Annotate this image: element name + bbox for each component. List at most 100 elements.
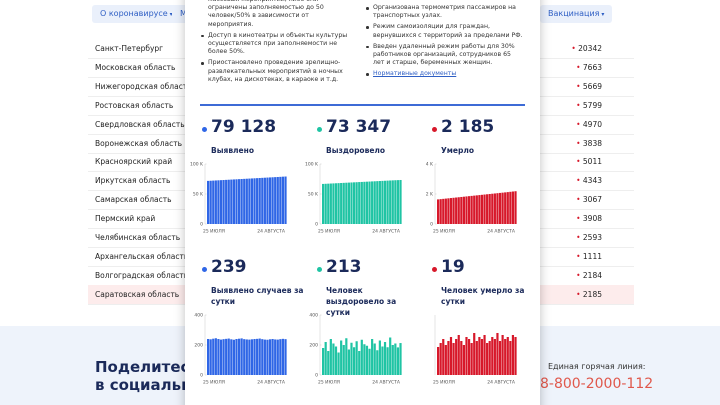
y-tick-label: 50 K (308, 192, 319, 198)
stat-value: 239 (211, 257, 247, 277)
hotline-phone[interactable]: 8-800-2000-112 (540, 376, 654, 392)
bar (437, 347, 440, 375)
bar (457, 197, 460, 224)
stat-dot (317, 127, 322, 132)
stat-value: 2 185 (441, 117, 495, 137)
bar (383, 180, 387, 224)
measure: Доступ в кинотеатры и объекты культуры о… (200, 32, 350, 57)
x-tick-label: 24 АВГУСТА (487, 380, 516, 386)
region-value: 3838 (576, 134, 602, 153)
bar (368, 181, 371, 224)
bar (504, 339, 507, 375)
bar (340, 340, 343, 375)
y-tick-label: 200 (194, 343, 203, 349)
bar (263, 339, 266, 375)
bar (391, 180, 394, 224)
bar (350, 182, 353, 224)
region-value: 5799 (576, 96, 602, 115)
bar (437, 199, 440, 224)
measure: Режим самоизоляции для граждан, вернувши… (365, 23, 523, 39)
bar (248, 178, 251, 224)
share-line: в социальны (95, 376, 206, 394)
bar (332, 343, 335, 375)
y-tick-label: 400 (194, 313, 203, 319)
bar (276, 176, 279, 224)
bar (455, 197, 458, 224)
measure: Введен удаленный режим работы для 30% ра… (365, 43, 523, 68)
bar (486, 194, 489, 224)
bar (509, 191, 512, 224)
bar (449, 198, 453, 224)
measure: Организована термометрия пассажиров на т… (365, 4, 523, 20)
bar (281, 338, 285, 375)
bar (381, 346, 384, 375)
region-value: 2185 (576, 285, 602, 304)
bar (222, 180, 225, 224)
bar (378, 181, 381, 224)
bar (342, 345, 345, 375)
bar (439, 343, 442, 375)
bar (447, 198, 450, 224)
bar (266, 177, 269, 224)
bar (376, 350, 379, 375)
bar (368, 348, 371, 375)
region-name: Саратовская область (95, 289, 180, 299)
bar (281, 176, 285, 224)
bar (475, 341, 478, 375)
bar (207, 339, 210, 375)
bar (332, 183, 335, 224)
x-tick-label: 25 ИЮЛЯ (318, 380, 340, 386)
region-name: Волгоградская область (95, 270, 189, 280)
bar (365, 345, 369, 375)
region-value: 5669 (576, 77, 602, 96)
bar (352, 182, 356, 224)
bar (371, 339, 374, 375)
documents-link[interactable]: Нормативные документы (365, 70, 523, 78)
bar (444, 345, 447, 375)
bar (506, 192, 509, 224)
bar (394, 180, 397, 224)
bar (345, 338, 348, 375)
bar (327, 351, 330, 375)
bar (486, 343, 489, 375)
bar (399, 179, 402, 224)
bar (493, 339, 496, 375)
measures-right: Организована термометрия пассажиров на т… (365, 4, 523, 82)
bar (473, 195, 476, 224)
bar (324, 342, 327, 375)
y-tick-label: 0 (430, 222, 433, 228)
bar (511, 191, 515, 224)
bar (337, 352, 340, 375)
bar (439, 199, 442, 224)
nav-tab[interactable]: Вакцинация (540, 5, 613, 23)
bar (465, 337, 468, 375)
stat-dot (202, 127, 207, 132)
stat-label: Умерло (441, 146, 475, 155)
bar (386, 347, 389, 375)
bar (212, 338, 215, 375)
hotline-label: Единая горячая линия: (548, 362, 646, 371)
bar (498, 192, 502, 224)
bar (248, 339, 251, 375)
bar (347, 349, 350, 375)
y-tick-label: 0 (200, 222, 203, 228)
stat-label: Выявлено случаев за сутки (211, 286, 304, 306)
bar (378, 340, 381, 375)
bar (455, 339, 458, 375)
bar (360, 181, 363, 224)
bar (386, 180, 389, 224)
bar (250, 339, 254, 375)
nav-tab[interactable]: О коронавирусе (92, 5, 181, 23)
bar (352, 347, 356, 375)
x-tick-label: 25 ИЮЛЯ (203, 380, 225, 386)
bar (235, 339, 238, 375)
bar (237, 179, 241, 224)
bar (452, 343, 455, 375)
region-value: 2593 (576, 228, 602, 247)
bar (373, 181, 376, 224)
bar (509, 341, 512, 375)
bar (327, 183, 330, 224)
bar (227, 338, 230, 375)
bar (250, 178, 254, 224)
